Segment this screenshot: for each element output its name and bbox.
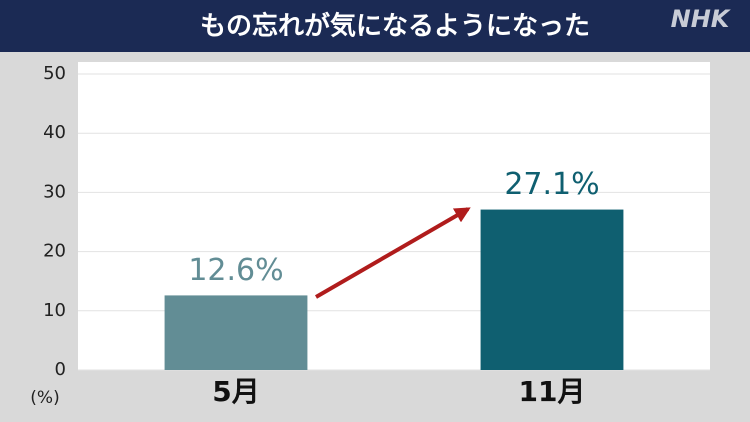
- y-tick-label: 0: [55, 359, 66, 380]
- y-tick-label: 30: [43, 181, 66, 202]
- chart-title: もの忘れが気になるようになった: [200, 11, 590, 42]
- value-label: 12.6%: [188, 253, 283, 288]
- x-tick-label: 5月: [212, 375, 259, 408]
- x-tick-label: 11月: [519, 375, 586, 408]
- bar: [480, 209, 624, 370]
- y-tick-label: 50: [43, 63, 66, 84]
- value-label: 27.1%: [504, 167, 599, 202]
- logo: NHK: [671, 5, 732, 33]
- y-tick-label: 40: [43, 122, 66, 143]
- trend-arrow: [314, 207, 471, 299]
- bar: [164, 295, 308, 370]
- y-axis-label: (%): [30, 388, 59, 408]
- y-tick-label: 20: [43, 241, 66, 262]
- header: [0, 0, 750, 52]
- y-tick-label: 10: [43, 300, 66, 321]
